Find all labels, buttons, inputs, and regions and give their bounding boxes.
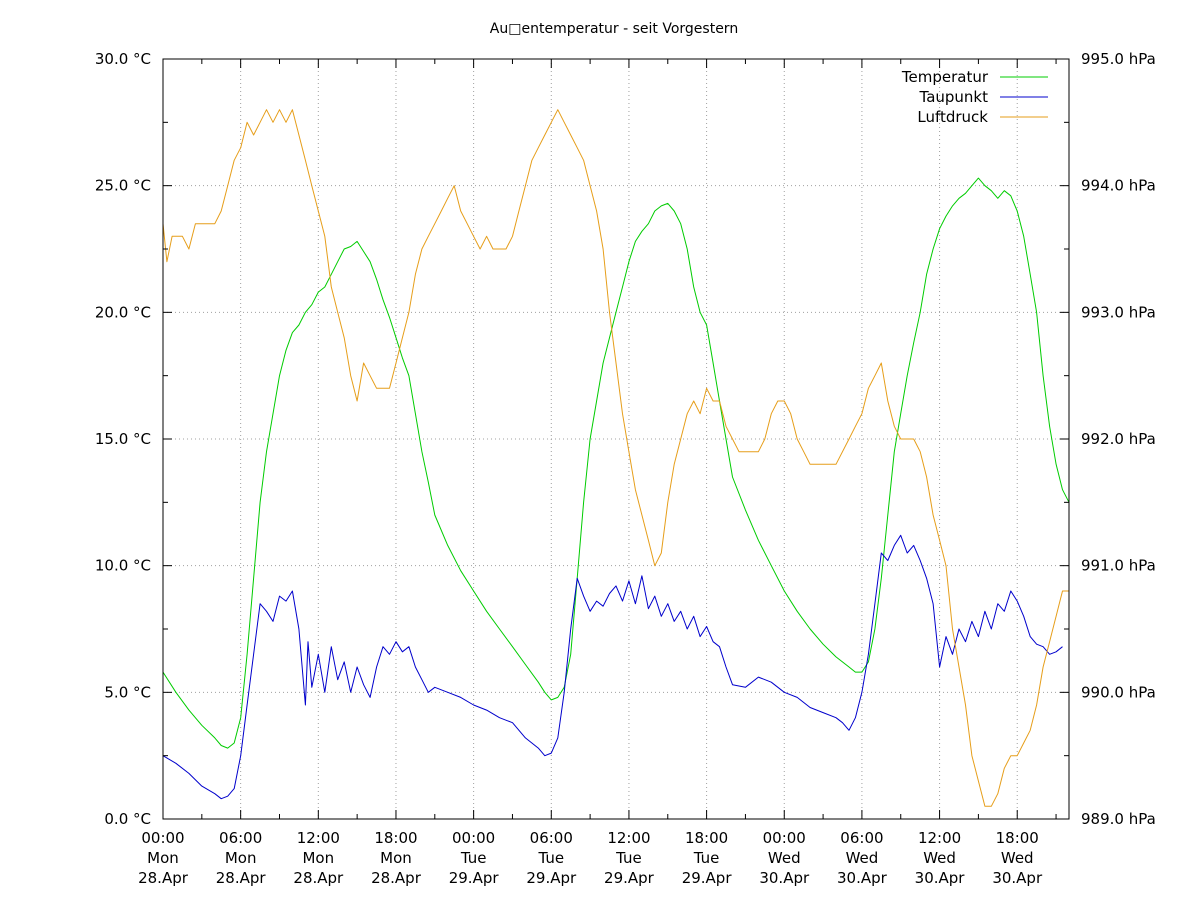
y-left-tick-label: 10.0 °C bbox=[95, 557, 151, 575]
x-tick-label: Wed bbox=[846, 849, 879, 867]
x-tick-label: 28.Apr bbox=[138, 869, 189, 887]
y-right-tick-label: 993.0 hPa bbox=[1081, 303, 1156, 321]
x-tick-label: 18:00 bbox=[374, 829, 417, 847]
y-left-tick-label: 15.0 °C bbox=[95, 430, 151, 448]
x-tick-label: Wed bbox=[923, 849, 956, 867]
x-tick-label: Wed bbox=[768, 849, 801, 867]
y-left-tick-label: 20.0 °C bbox=[95, 303, 151, 321]
x-tick-label: 12:00 bbox=[297, 829, 340, 847]
series-line-luftdruck bbox=[162, 109, 1069, 807]
x-tick-label: Tue bbox=[537, 849, 564, 867]
x-tick-label: Mon bbox=[147, 849, 179, 867]
x-tick-label: 30.Apr bbox=[992, 869, 1043, 887]
x-tick-label: 30.Apr bbox=[837, 869, 888, 887]
x-tick-label: 28.Apr bbox=[371, 869, 422, 887]
y-right-tick-label: 991.0 hPa bbox=[1081, 557, 1156, 575]
x-tick-label: 29.Apr bbox=[526, 869, 577, 887]
x-tick-label: 30.Apr bbox=[759, 869, 810, 887]
x-tick-label: 06:00 bbox=[840, 829, 883, 847]
x-tick-label: 06:00 bbox=[530, 829, 573, 847]
x-tick-label: 28.Apr bbox=[293, 869, 344, 887]
x-tick-label: 29.Apr bbox=[682, 869, 733, 887]
series-layer bbox=[162, 109, 1070, 807]
x-tick-label: 00:00 bbox=[141, 829, 184, 847]
x-tick-label: Tue bbox=[460, 849, 487, 867]
y-right-tick-label: 990.0 hPa bbox=[1081, 683, 1156, 701]
x-tick-label: 06:00 bbox=[219, 829, 262, 847]
x-tick-label: Wed bbox=[1001, 849, 1034, 867]
legend: Temperatur Taupunkt Luftdruck bbox=[901, 68, 1048, 126]
x-tick-label: Mon bbox=[225, 849, 257, 867]
y-right-tick-label: 989.0 hPa bbox=[1081, 810, 1156, 828]
x-tick-label: Mon bbox=[302, 849, 334, 867]
y-left-tick-label: 30.0 °C bbox=[95, 50, 151, 68]
x-tick-label: 29.Apr bbox=[604, 869, 655, 887]
series-line-taupunkt bbox=[162, 534, 1063, 800]
x-tick-label: Mon bbox=[380, 849, 412, 867]
x-tick-label: 18:00 bbox=[685, 829, 728, 847]
x-tick-label: 18:00 bbox=[996, 829, 1039, 847]
x-tick-label: 29.Apr bbox=[449, 869, 500, 887]
x-tick-label: Tue bbox=[693, 849, 720, 867]
x-tick-label: 30.Apr bbox=[915, 869, 966, 887]
x-tick-label: 12:00 bbox=[918, 829, 961, 847]
y-left-tick-label: 25.0 °C bbox=[95, 177, 151, 195]
legend-label-taupunkt: Taupunkt bbox=[919, 88, 989, 106]
y-right-tick-label: 994.0 hPa bbox=[1081, 177, 1156, 195]
x-tick-label: 00:00 bbox=[763, 829, 806, 847]
legend-label-luftdruck: Luftdruck bbox=[917, 108, 988, 126]
tick-layer: 0.0 °C 989.0 hPa 5.0 °C 990.0 hPa 10.0 °C 991… bbox=[95, 50, 1156, 887]
y-right-tick-label: 995.0 hPa bbox=[1081, 50, 1156, 68]
series-line-temperatur bbox=[162, 177, 1070, 749]
x-tick-label: 28.Apr bbox=[216, 869, 267, 887]
x-tick-label: 12:00 bbox=[607, 829, 650, 847]
y-right-tick-label: 992.0 hPa bbox=[1081, 430, 1156, 448]
y-left-tick-label: 5.0 °C bbox=[104, 683, 151, 701]
x-tick-label: Tue bbox=[615, 849, 642, 867]
chart-title: Au□entemperatur - seit Vorgestern bbox=[490, 21, 738, 37]
x-tick-label: 00:00 bbox=[452, 829, 495, 847]
legend-label-temperatur: Temperatur bbox=[901, 68, 989, 86]
y-left-tick-label: 0.0 °C bbox=[104, 810, 151, 828]
